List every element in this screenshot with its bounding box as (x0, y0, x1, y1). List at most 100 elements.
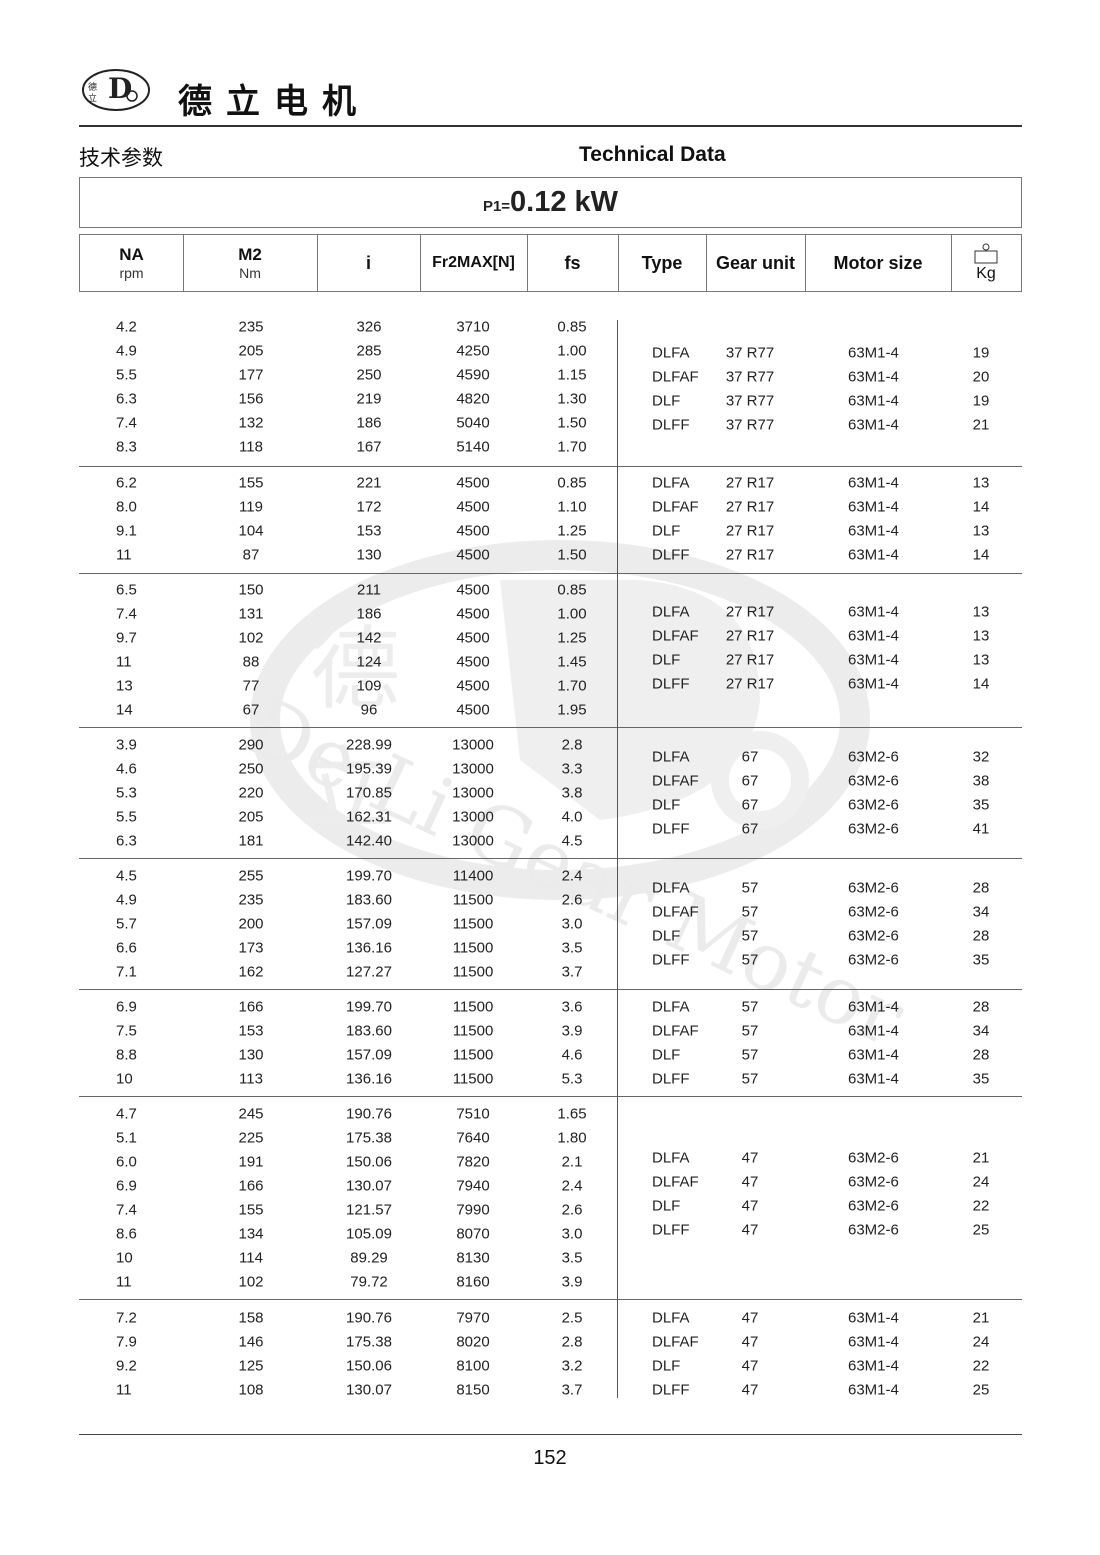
cell-fr2max: 7990 (456, 1201, 490, 1219)
group-separator (79, 466, 1022, 467)
cell-na: 10 (116, 1249, 133, 1267)
cell-ratio: 199.70 (346, 998, 392, 1016)
cell-fs: 2.5 (561, 1309, 583, 1327)
cell-m2: 150 (238, 581, 264, 599)
cell-type: DLF (652, 796, 681, 814)
cell-motor-size: 63M1-4 (848, 1381, 899, 1399)
cell-ratio: 130 (356, 546, 382, 564)
cell-fs: 2.1 (561, 1153, 583, 1171)
cell-type: DLFAF (652, 1333, 699, 1351)
cell-motor-size: 63M2-6 (848, 1221, 899, 1239)
cell-type: DLFAF (652, 903, 699, 921)
cell-fs: 1.65 (557, 1105, 587, 1123)
col-m2: M2 Nm (183, 235, 318, 291)
cell-motor-size: 63M1-4 (848, 603, 899, 621)
col-fr2max: Fr2MAX[N] (420, 235, 528, 291)
cell-ratio: 326 (356, 318, 382, 336)
cell-na: 5.3 (116, 784, 137, 802)
cell-fs: 0.85 (557, 474, 587, 492)
cell-motor-size: 63M1-4 (848, 416, 899, 434)
cell-type: DLFA (652, 998, 690, 1016)
cell-gear-unit: 27 R17 (725, 474, 775, 492)
cell-m2: 87 (242, 546, 260, 564)
cell-m2: 108 (238, 1381, 264, 1399)
cell-fr2max: 4500 (456, 677, 490, 695)
cell-ratio: 175.38 (346, 1129, 392, 1147)
cell-gear-unit: 67 (741, 748, 759, 766)
cell-ratio: 142.40 (346, 832, 392, 850)
cell-fs: 3.7 (561, 1381, 583, 1399)
cell-fr2max: 4500 (456, 701, 490, 719)
cell-ratio: 190.76 (346, 1105, 392, 1123)
cell-motor-size: 63M2-6 (848, 772, 899, 790)
cell-fr2max: 4250 (456, 342, 490, 360)
cell-ratio: 183.60 (346, 891, 392, 909)
cell-weight: 28 (972, 1046, 990, 1064)
cell-fr2max: 4500 (456, 605, 490, 623)
cell-m2: 102 (238, 629, 264, 647)
cell-gear-unit: 57 (741, 903, 759, 921)
cell-ratio: 89.29 (350, 1249, 388, 1267)
cell-m2: 132 (238, 414, 264, 432)
cell-fs: 3.6 (561, 998, 583, 1016)
cell-ratio: 105.09 (346, 1225, 392, 1243)
cell-fr2max: 4820 (456, 390, 490, 408)
cell-type: DLF (652, 1357, 681, 1375)
cell-gear-unit: 37 R77 (725, 416, 775, 434)
cell-motor-size: 63M1-4 (848, 1070, 899, 1088)
cell-motor-size: 63M1-4 (848, 651, 899, 669)
cell-type: DLFAF (652, 627, 699, 645)
footer-divider (79, 1434, 1022, 1435)
cell-fr2max: 13000 (452, 832, 494, 850)
cell-fs: 0.85 (557, 318, 587, 336)
cell-na: 7.4 (116, 1201, 137, 1219)
cell-ratio: 136.16 (346, 1070, 392, 1088)
cell-na: 6.2 (116, 474, 137, 492)
cell-m2: 245 (238, 1105, 264, 1123)
cell-m2: 146 (238, 1333, 264, 1351)
cell-fs: 2.6 (561, 1201, 583, 1219)
cell-na: 4.9 (116, 891, 137, 909)
col-i: i (317, 235, 421, 291)
cell-type: DLF (652, 522, 681, 540)
cell-type: DLF (652, 1046, 681, 1064)
cell-fr2max: 13000 (452, 760, 494, 778)
cell-gear-unit: 47 (741, 1173, 759, 1191)
cell-fs: 1.70 (557, 438, 587, 456)
col-gear-unit: Gear unit (706, 235, 806, 291)
cell-na: 9.1 (116, 522, 137, 540)
cell-motor-size: 63M2-6 (848, 1197, 899, 1215)
cell-fs: 1.25 (557, 629, 587, 647)
cell-na: 9.2 (116, 1357, 137, 1375)
cell-fs: 1.80 (557, 1129, 587, 1147)
cell-na: 4.7 (116, 1105, 137, 1123)
cell-ratio: 142 (356, 629, 382, 647)
cell-motor-size: 63M2-6 (848, 1149, 899, 1167)
col-na: NA rpm (80, 235, 184, 291)
cell-motor-size: 63M1-4 (848, 546, 899, 564)
group-separator (79, 1299, 1022, 1300)
cell-fs: 1.15 (557, 366, 587, 384)
cell-type: DLFF (652, 416, 690, 434)
cell-type: DLFF (652, 675, 690, 693)
cell-ratio: 150.06 (346, 1357, 392, 1375)
cell-m2: 166 (238, 998, 264, 1016)
cell-gear-unit: 27 R17 (725, 675, 775, 693)
cell-fr2max: 4590 (456, 366, 490, 384)
cell-weight: 32 (972, 748, 990, 766)
cell-fr2max: 4500 (456, 546, 490, 564)
cell-fr2max: 13000 (452, 784, 494, 802)
table-header: NA rpm M2 Nm i Fr2MAX[N] fs Type Gear unit… (79, 234, 1022, 292)
cell-weight: 25 (972, 1381, 990, 1399)
cell-na: 4.9 (116, 342, 137, 360)
brand-name: 德立电机 (178, 82, 370, 122)
cell-ratio: 228.99 (346, 736, 392, 754)
cell-gear-unit: 47 (741, 1357, 759, 1375)
cell-gear-unit: 67 (741, 796, 759, 814)
cell-ratio: 195.39 (346, 760, 392, 778)
cell-gear-unit: 27 R17 (725, 627, 775, 645)
cell-gear-unit: 67 (741, 772, 759, 790)
group-separator (79, 1096, 1022, 1097)
cell-motor-size: 63M2-6 (848, 879, 899, 897)
cell-fs: 1.95 (557, 701, 587, 719)
